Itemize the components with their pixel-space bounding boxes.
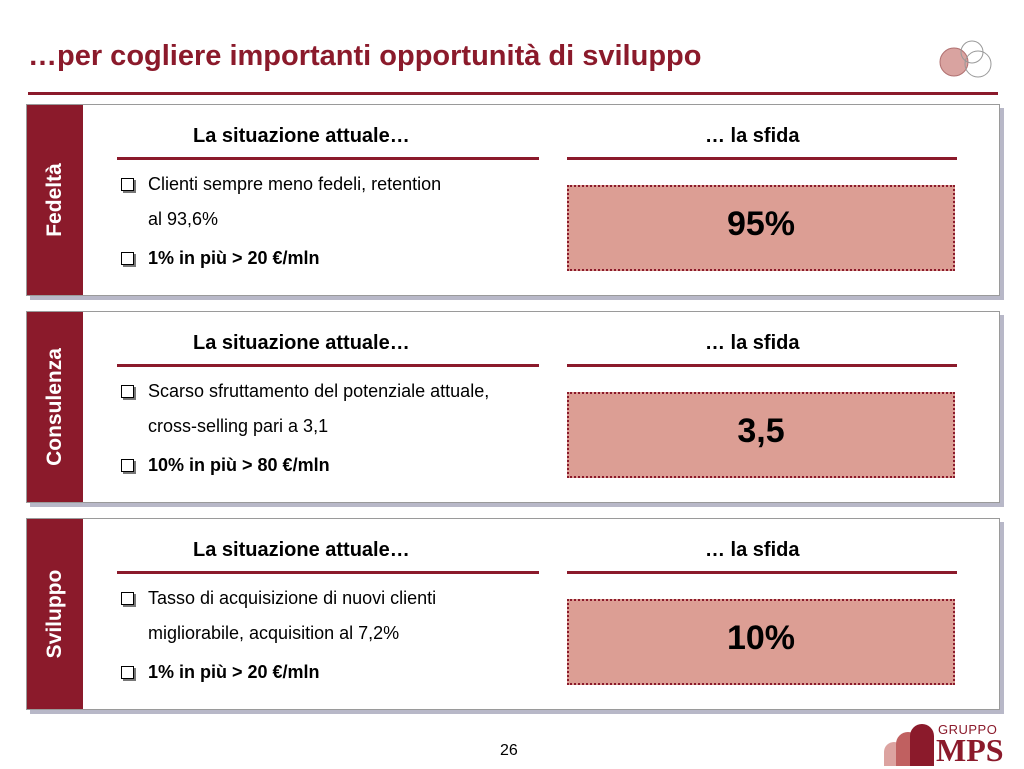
list-item: 10% in più > 80 €/mln bbox=[117, 448, 547, 483]
list-item: Scarso sfruttamento del potenziale attua… bbox=[117, 374, 547, 444]
panel-sidebar: Fedeltà bbox=[27, 105, 83, 295]
list-item: Clienti sempre meno fedeli, retention al… bbox=[117, 167, 547, 237]
checkbox-bullet-icon bbox=[121, 252, 134, 265]
logo-brand-text: MPS bbox=[936, 732, 1004, 768]
checkbox-bullet-icon bbox=[121, 385, 134, 398]
panel-fedelta: Fedeltà La situazione attuale… … la sfid… bbox=[26, 104, 1000, 296]
page-number: 26 bbox=[500, 742, 518, 759]
slide-title: …per cogliere importanti opportunità di … bbox=[28, 40, 702, 72]
circles-logo-icon bbox=[939, 40, 992, 78]
panel-sviluppo: Sviluppo La situazione attuale… … la sfi… bbox=[26, 518, 1000, 710]
current-heading: La situazione attuale… bbox=[193, 125, 410, 147]
current-heading: La situazione attuale… bbox=[193, 332, 410, 354]
challenge-underline bbox=[567, 364, 957, 367]
challenge-heading: … la sfida bbox=[705, 332, 800, 354]
checkbox-bullet-icon bbox=[121, 592, 134, 605]
panel-consulenza: Consulenza La situazione attuale… … la s… bbox=[26, 311, 1000, 503]
current-underline bbox=[117, 364, 539, 367]
checkbox-bullet-icon bbox=[121, 178, 134, 191]
panel-label: Sviluppo bbox=[43, 569, 66, 659]
current-underline bbox=[117, 571, 539, 574]
checkbox-bullet-icon bbox=[121, 459, 134, 472]
challenge-heading: … la sfida bbox=[705, 125, 800, 147]
target-value: 10% bbox=[567, 599, 955, 685]
challenge-underline bbox=[567, 571, 957, 574]
challenge-heading: … la sfida bbox=[705, 539, 800, 561]
list-item: Tasso di acquisizione di nuovi clienti m… bbox=[117, 581, 547, 651]
panel-sidebar: Sviluppo bbox=[27, 519, 83, 709]
target-value: 95% bbox=[567, 185, 955, 271]
mps-logo: GRUPPO MPS bbox=[880, 718, 1020, 768]
panel-label: Consulenza bbox=[43, 348, 66, 466]
challenge-underline bbox=[567, 157, 957, 160]
bullet-list: Scarso sfruttamento del potenziale attua… bbox=[117, 374, 547, 487]
list-item: 1% in più > 20 €/mln bbox=[117, 655, 547, 690]
title-underline bbox=[28, 92, 998, 95]
bullet-list: Tasso di acquisizione di nuovi clienti m… bbox=[117, 581, 547, 694]
panel-sidebar: Consulenza bbox=[27, 312, 83, 502]
logo-group-text: GRUPPO bbox=[938, 722, 998, 737]
current-heading: La situazione attuale… bbox=[193, 539, 410, 561]
bullet-list: Clienti sempre meno fedeli, retention al… bbox=[117, 167, 547, 280]
list-item: 1% in più > 20 €/mln bbox=[117, 241, 547, 276]
checkbox-bullet-icon bbox=[121, 666, 134, 679]
target-value: 3,5 bbox=[567, 392, 955, 478]
current-underline bbox=[117, 157, 539, 160]
arches-logo-icon bbox=[884, 724, 934, 766]
panel-label: Fedeltà bbox=[43, 163, 66, 237]
